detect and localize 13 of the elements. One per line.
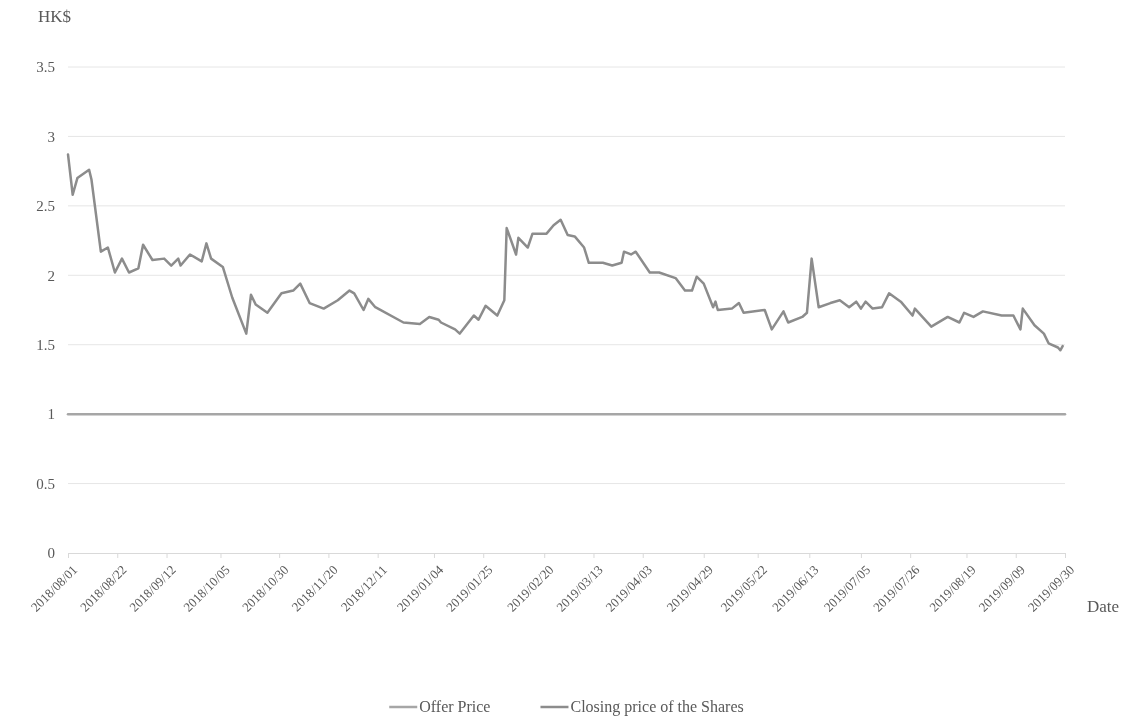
line-series [66,153,1064,352]
y-tick-label: 2.5 [36,198,55,215]
y-tick-label: 1 [47,406,55,423]
y-axis-title: HK$ [38,7,72,26]
y-tick-label: 2 [47,267,55,284]
legend-label: Closing price of the Shares [570,698,744,716]
y-tick-label: 3.5 [36,59,55,76]
y-tick-label: 3 [47,128,55,145]
x-axis-title: Date [1087,597,1120,616]
y-tick-label: 0 [47,545,55,562]
y-tick-label: 0.5 [36,475,55,492]
legend-label: Offer Price [419,698,491,715]
y-tick-label: 1.5 [36,337,55,354]
